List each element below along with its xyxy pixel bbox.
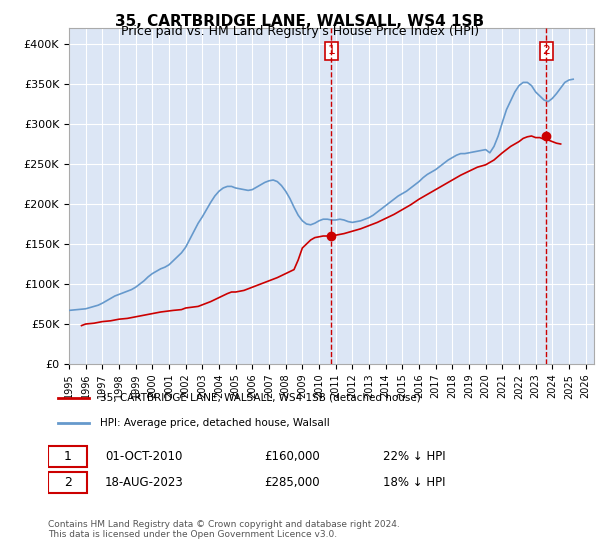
Text: Contains HM Land Registry data © Crown copyright and database right 2024.
This d: Contains HM Land Registry data © Crown c… <box>48 520 400 539</box>
Text: £160,000: £160,000 <box>265 450 320 463</box>
FancyBboxPatch shape <box>48 446 86 467</box>
FancyBboxPatch shape <box>48 472 86 493</box>
Text: 2: 2 <box>64 477 71 489</box>
Text: 1: 1 <box>328 44 335 57</box>
Text: HPI: Average price, detached house, Walsall: HPI: Average price, detached house, Wals… <box>100 418 329 428</box>
Text: 35, CARTBRIDGE LANE, WALSALL, WS4 1SB: 35, CARTBRIDGE LANE, WALSALL, WS4 1SB <box>115 14 485 29</box>
Text: 18-AUG-2023: 18-AUG-2023 <box>105 477 184 489</box>
Text: 35, CARTBRIDGE LANE, WALSALL, WS4 1SB (detached house): 35, CARTBRIDGE LANE, WALSALL, WS4 1SB (d… <box>100 393 421 403</box>
Text: 01-OCT-2010: 01-OCT-2010 <box>105 450 182 463</box>
Text: 18% ↓ HPI: 18% ↓ HPI <box>383 477 446 489</box>
Text: 22% ↓ HPI: 22% ↓ HPI <box>383 450 446 463</box>
Text: 1: 1 <box>64 450 71 463</box>
Text: Price paid vs. HM Land Registry's House Price Index (HPI): Price paid vs. HM Land Registry's House … <box>121 25 479 38</box>
Text: 2: 2 <box>542 44 550 57</box>
Text: £285,000: £285,000 <box>265 477 320 489</box>
